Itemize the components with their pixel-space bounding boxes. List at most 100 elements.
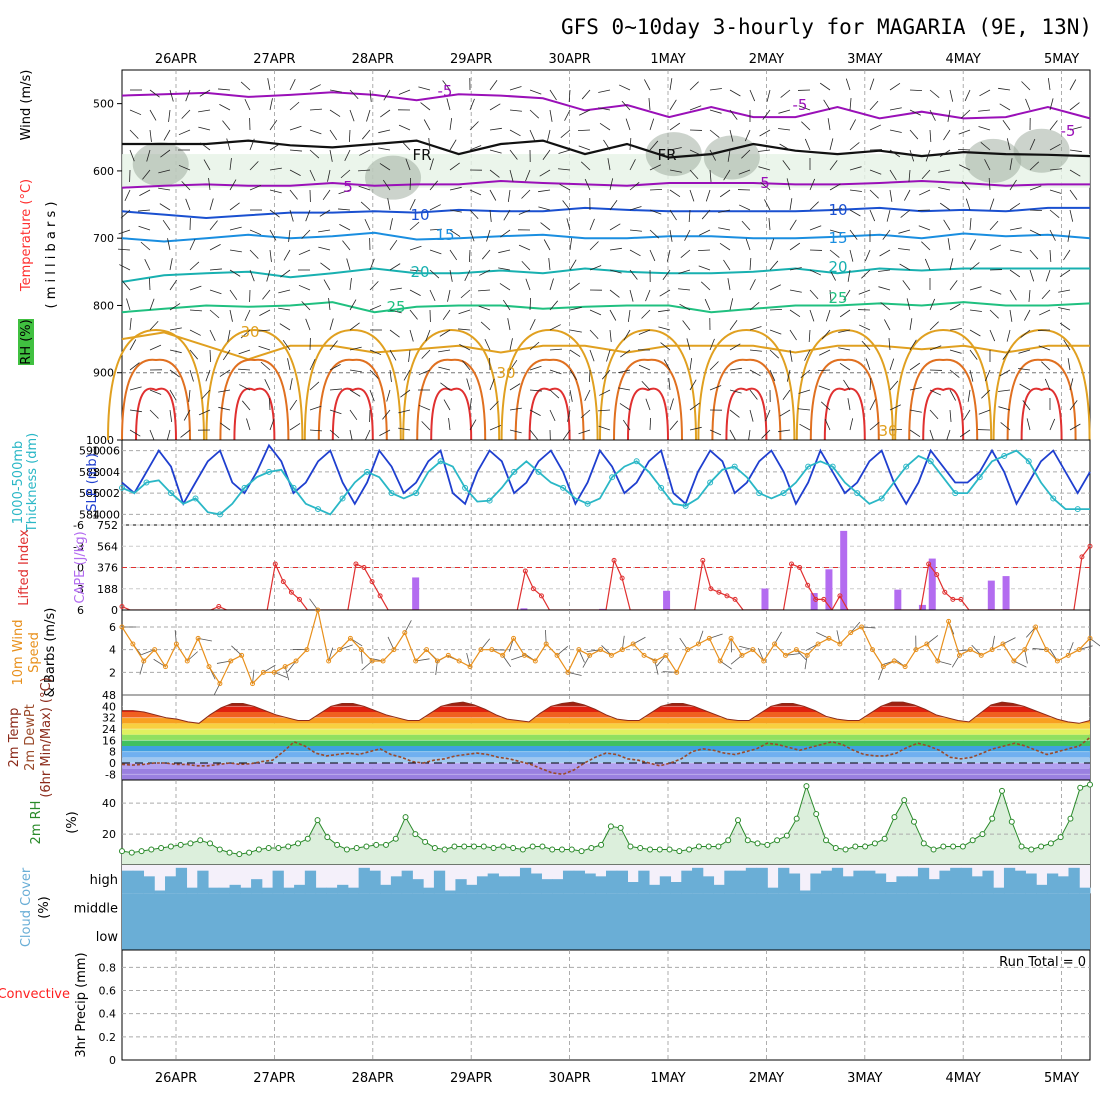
wind-barb	[569, 259, 577, 271]
wind-barb	[623, 329, 631, 341]
wind-speed-marker	[1087, 635, 1093, 641]
wind-barb	[949, 389, 956, 401]
wind-barb	[329, 149, 333, 162]
wind-barb	[118, 248, 131, 251]
wind-speed-marker	[935, 658, 941, 664]
wind-barb	[529, 365, 542, 371]
wind-barb	[267, 78, 271, 91]
rh-marker	[969, 837, 976, 844]
wind-barb	[569, 282, 580, 291]
surface-isotherm	[402, 328, 501, 441]
surface-isotherm	[613, 358, 683, 441]
wind-speed-marker	[869, 647, 875, 653]
rh-marker	[431, 845, 438, 851]
rh-marker	[979, 831, 986, 838]
wind-barb	[669, 189, 681, 198]
wind-barb	[518, 209, 531, 215]
cloud-high-bar	[756, 867, 768, 894]
date-label-top: 26APR	[155, 52, 197, 67]
rh-marker	[744, 837, 751, 844]
wind-barb	[849, 249, 854, 262]
wind-barb	[529, 341, 540, 351]
wind-barb	[559, 183, 571, 191]
li-marker	[805, 582, 811, 588]
thickness-marker	[903, 463, 910, 470]
date-label-bottom: 29APR	[450, 1071, 492, 1086]
wind-speed-marker	[500, 652, 506, 658]
wind-barb	[349, 109, 355, 122]
wind-barb	[719, 189, 731, 198]
wind-barb	[858, 289, 871, 295]
wind-barb	[697, 249, 711, 252]
wind-barb	[969, 309, 982, 312]
cloud-high-bar	[584, 873, 596, 894]
wind-barb	[446, 98, 451, 111]
rh-marker	[197, 837, 204, 844]
wind-barb	[782, 160, 791, 171]
wind-barb	[549, 389, 560, 399]
cloud-high-bar	[638, 870, 650, 894]
wind-speed-marker	[924, 641, 930, 647]
date-label-top: 2MAY	[749, 52, 784, 67]
wind-barb	[389, 309, 402, 314]
wind-barb	[809, 309, 815, 322]
wind-barb	[409, 309, 418, 320]
wind-barb	[1020, 329, 1031, 338]
wind-barb	[669, 78, 673, 91]
wind-barb	[389, 287, 402, 291]
wind-barb	[789, 289, 802, 293]
wind-speed-marker	[891, 658, 897, 664]
surface-isotherm	[514, 358, 585, 441]
cloud-high-bar	[466, 884, 478, 894]
cloud-high-bar	[552, 879, 564, 894]
wind-barb	[449, 269, 453, 282]
isotherm-label: 5	[760, 174, 770, 192]
wind-barb	[978, 409, 991, 415]
rh-marker	[989, 815, 996, 822]
wind-speed-marker	[793, 647, 799, 653]
wind-barb	[209, 289, 222, 295]
wind-barb	[589, 265, 602, 271]
li-marker	[280, 579, 286, 585]
rh-marker	[510, 845, 517, 851]
wind-barb	[1069, 126, 1082, 131]
wind-barb	[369, 369, 379, 379]
temp-band	[122, 746, 1090, 752]
wind-barb	[829, 249, 840, 258]
date-label-top: 29APR	[450, 52, 492, 67]
li-tick-label: 6	[77, 604, 84, 617]
wind-barb	[861, 269, 871, 279]
wind-barb	[1059, 269, 1071, 278]
rh-marker	[412, 831, 419, 838]
wind-barb	[289, 149, 302, 152]
rh-marker	[1067, 815, 1074, 822]
wind-barb	[1029, 161, 1040, 171]
wind-barb	[443, 399, 451, 411]
wind-barb	[769, 308, 783, 311]
wind-barb	[409, 269, 422, 272]
wind-barb	[1069, 378, 1074, 391]
wind-barb	[486, 229, 491, 242]
li-marker	[1087, 543, 1093, 549]
wind-barb	[389, 369, 392, 382]
wind-barb	[921, 241, 931, 251]
y-tick-label: 600	[93, 165, 114, 178]
wind-barb	[609, 200, 618, 211]
left-label-1: 1000-500mb	[11, 441, 26, 525]
wind-barb	[967, 389, 971, 402]
wind-barb	[349, 299, 357, 311]
wind-barb	[138, 225, 151, 231]
li-marker	[611, 557, 617, 563]
wind-barb	[318, 229, 331, 233]
wind-speed-marker	[663, 652, 669, 658]
wind-barb	[1041, 289, 1051, 300]
wind-barb	[169, 279, 178, 291]
temp-line	[122, 701, 1091, 724]
wind-barb	[789, 309, 801, 318]
wind-barb	[929, 345, 942, 351]
wind-barb	[649, 118, 655, 131]
wind-barb	[829, 289, 832, 302]
wind-barb	[765, 409, 771, 422]
wind-barb	[898, 229, 911, 234]
wind-barb	[468, 249, 471, 263]
